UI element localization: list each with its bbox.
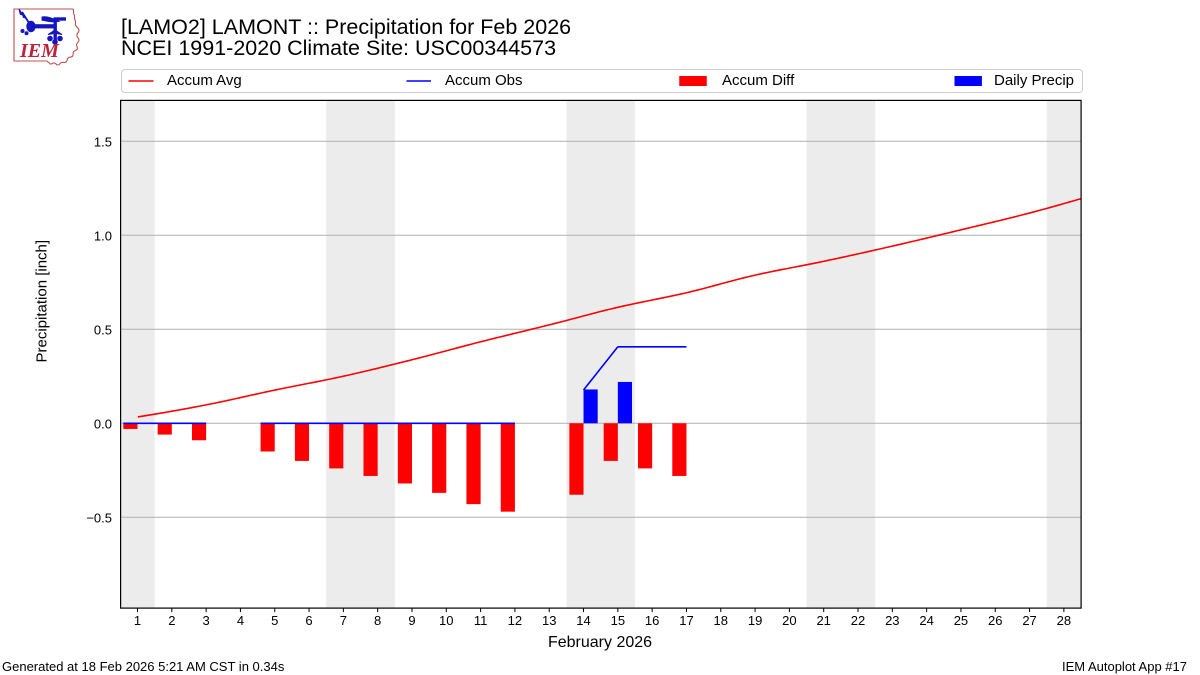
svg-text:5: 5 <box>271 613 278 628</box>
svg-text:12: 12 <box>508 613 522 628</box>
svg-text:19: 19 <box>748 613 762 628</box>
svg-text:2: 2 <box>168 613 175 628</box>
svg-text:22: 22 <box>851 613 865 628</box>
svg-text:25: 25 <box>954 613 968 628</box>
svg-text:−0.5: −0.5 <box>86 510 112 525</box>
svg-text:4: 4 <box>237 613 244 628</box>
svg-text:13: 13 <box>542 613 556 628</box>
svg-text:7: 7 <box>340 613 347 628</box>
svg-text:18: 18 <box>714 613 728 628</box>
svg-text:1.0: 1.0 <box>94 228 112 243</box>
svg-text:23: 23 <box>885 613 899 628</box>
svg-text:17: 17 <box>679 613 693 628</box>
svg-text:20: 20 <box>782 613 796 628</box>
svg-text:9: 9 <box>408 613 415 628</box>
svg-text:26: 26 <box>988 613 1002 628</box>
svg-text:16: 16 <box>645 613 659 628</box>
svg-text:0.0: 0.0 <box>94 416 112 431</box>
svg-text:1: 1 <box>134 613 141 628</box>
svg-text:14: 14 <box>576 613 590 628</box>
svg-text:21: 21 <box>816 613 830 628</box>
svg-text:10: 10 <box>439 613 453 628</box>
svg-text:24: 24 <box>919 613 933 628</box>
svg-text:1.5: 1.5 <box>94 134 112 149</box>
svg-text:28: 28 <box>1057 613 1071 628</box>
svg-text:0.5: 0.5 <box>94 322 112 337</box>
svg-text:11: 11 <box>474 613 488 628</box>
svg-text:8: 8 <box>374 613 381 628</box>
svg-text:3: 3 <box>203 613 210 628</box>
svg-text:15: 15 <box>611 613 625 628</box>
svg-text:6: 6 <box>305 613 312 628</box>
svg-text:27: 27 <box>1022 613 1036 628</box>
